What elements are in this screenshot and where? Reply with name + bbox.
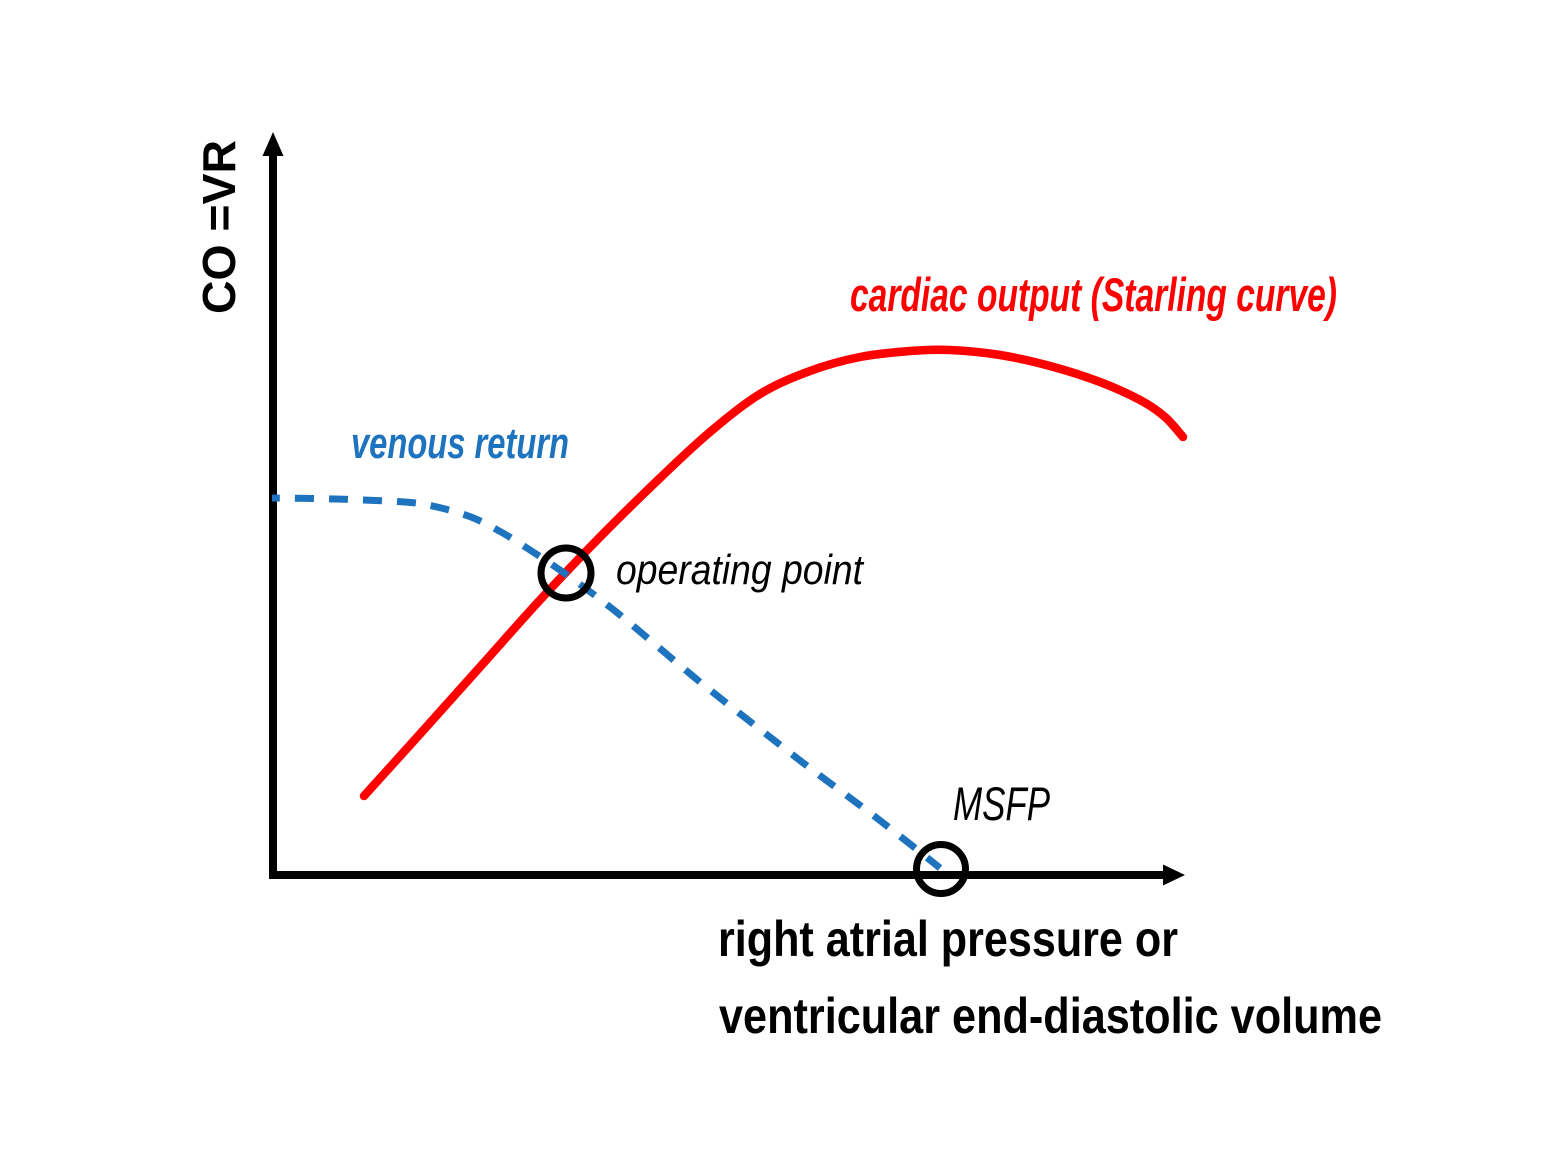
svg-text:cardiac output (Starling curve: cardiac output (Starling curve) [850, 268, 1337, 321]
svg-text:ventricular end-diastolic volu: ventricular end-diastolic volume [719, 988, 1382, 1044]
svg-text:CO =VR: CO =VR [193, 140, 245, 314]
svg-text:operating point: operating point [616, 546, 865, 593]
svg-text:right atrial pressure or: right atrial pressure or [718, 911, 1178, 967]
svg-text:venous return: venous return [351, 419, 569, 468]
svg-text:MSFP: MSFP [953, 778, 1050, 831]
